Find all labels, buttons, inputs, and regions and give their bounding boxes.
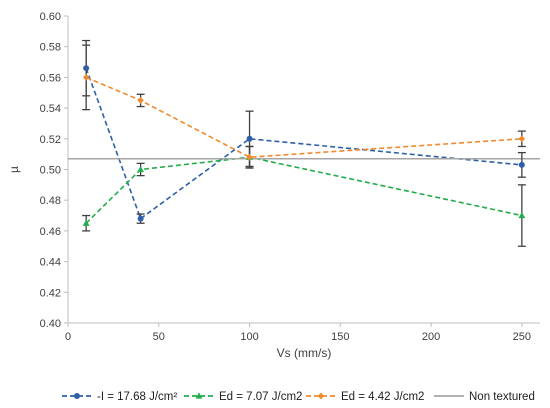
y-tick-label: 0.40 — [40, 318, 61, 330]
x-tick-label: 0 — [65, 331, 71, 343]
data-point-0 — [83, 65, 90, 72]
legend: -I = 17.68 J/cm² Ed = 7.07 J/cm2 Ed = 4.42… — [62, 391, 535, 403]
x-tick-label: 250 — [513, 331, 531, 343]
data-point-1 — [137, 165, 145, 173]
y-tick-label: 0.48 — [40, 195, 61, 207]
y-tick-label: 0.60 — [40, 11, 61, 23]
x-tick-label: 50 — [153, 331, 165, 343]
x-tick-label: 200 — [422, 331, 440, 343]
data-point-2 — [82, 74, 90, 81]
data-point-0 — [518, 161, 525, 168]
data-point-0 — [246, 135, 253, 142]
y-tick-label: 0.44 — [40, 257, 61, 269]
series-line-0 — [85, 67, 522, 220]
legend-label-3: Non textured — [469, 391, 535, 403]
y-tick-label: 0.54 — [40, 103, 61, 115]
series-line-1 — [85, 156, 523, 224]
x-axis-label: Vs (mm/s) — [277, 346, 332, 360]
x-tick-label: 150 — [331, 331, 349, 343]
data-point-0 — [137, 215, 144, 222]
y-axis-label: µ — [7, 166, 21, 173]
series-line-2 — [85, 76, 522, 159]
legend-marker-2 — [317, 392, 325, 400]
y-tick-label: 0.56 — [40, 72, 61, 84]
data-point-1 — [518, 211, 526, 219]
legend-label-0: -I = 17.68 J/cm² — [97, 391, 177, 403]
plot-area: 0.40 0.42 0.44 0.46 0.48 0.50 0.52 0.54 0.56 0.58… — [40, 11, 540, 343]
legend-label-1: Ed = 7.07 J/cm2 — [219, 391, 302, 403]
legend-label-2: Ed = 4.42 J/cm2 — [341, 391, 424, 403]
y-tick-label: 0.58 — [40, 42, 61, 54]
y-tick-label: 0.52 — [40, 134, 61, 146]
y-tick-label: 0.42 — [40, 287, 61, 299]
y-tick-label: 0.46 — [40, 226, 61, 238]
x-tick-label: 100 — [240, 331, 258, 343]
legend-marker-1 — [195, 392, 203, 399]
y-tick-label: 0.50 — [40, 165, 61, 177]
data-point-2 — [246, 153, 253, 161]
data-point-2 — [137, 97, 144, 104]
legend-marker-0 — [74, 393, 80, 399]
data-point-1 — [82, 219, 90, 226]
data-point-2 — [518, 135, 526, 143]
